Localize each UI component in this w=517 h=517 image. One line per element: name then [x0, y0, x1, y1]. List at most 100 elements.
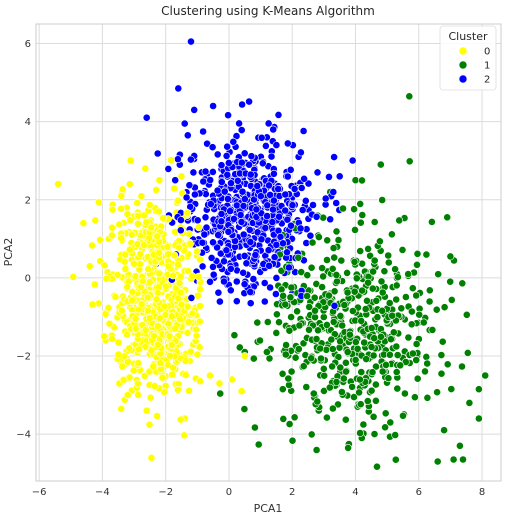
data-point-cluster-2 — [226, 286, 235, 295]
data-point-cluster-0 — [149, 332, 158, 341]
data-point-cluster-1 — [263, 318, 272, 326]
data-point-cluster-1 — [322, 413, 331, 422]
data-point-cluster-1 — [360, 338, 369, 347]
data-point-cluster-2 — [249, 275, 258, 283]
legend-label-2: 2 — [484, 75, 490, 86]
data-point-cluster-2 — [237, 217, 246, 226]
data-point-cluster-0 — [185, 230, 193, 238]
data-point-cluster-0 — [153, 412, 161, 420]
data-point-cluster-2 — [238, 100, 246, 109]
data-point-cluster-1 — [316, 344, 325, 353]
data-point-cluster-2 — [223, 170, 232, 179]
data-point-cluster-2 — [257, 235, 266, 244]
data-point-cluster-1 — [419, 318, 428, 327]
data-point-cluster-1 — [299, 362, 308, 371]
data-point-cluster-1 — [412, 291, 421, 300]
data-point-cluster-0 — [142, 406, 151, 415]
data-point-cluster-0 — [168, 370, 177, 379]
data-point-cluster-1 — [356, 199, 365, 208]
data-point-cluster-0 — [144, 265, 152, 274]
data-point-cluster-2 — [185, 181, 194, 190]
data-point-cluster-1 — [370, 430, 379, 438]
data-point-cluster-1 — [384, 251, 393, 260]
data-point-cluster-2 — [329, 188, 338, 196]
data-point-cluster-1 — [447, 295, 456, 304]
data-point-cluster-1 — [449, 455, 458, 464]
data-point-cluster-1 — [421, 367, 429, 376]
data-point-cluster-2 — [220, 277, 228, 286]
data-point-cluster-1 — [433, 388, 441, 397]
data-point-cluster-2 — [301, 196, 310, 205]
data-point-cluster-0 — [134, 359, 143, 367]
data-point-cluster-1 — [330, 287, 339, 296]
data-point-cluster-1 — [401, 293, 410, 301]
data-point-cluster-2 — [326, 215, 335, 224]
data-point-cluster-0 — [181, 371, 190, 379]
data-point-cluster-0 — [196, 255, 205, 264]
data-point-cluster-2 — [247, 152, 256, 161]
data-point-cluster-0 — [121, 250, 130, 259]
data-point-cluster-1 — [370, 218, 379, 226]
data-point-cluster-2 — [296, 148, 305, 157]
data-point-cluster-2 — [220, 187, 229, 196]
data-point-cluster-1 — [392, 342, 401, 351]
data-point-cluster-1 — [458, 362, 466, 371]
data-point-cluster-1 — [437, 351, 446, 359]
data-point-cluster-0 — [186, 239, 194, 248]
data-point-cluster-0 — [155, 207, 163, 216]
x-tick-label: −4 — [95, 487, 110, 498]
data-point-cluster-1 — [329, 317, 338, 326]
x-axis-ticks: −6 −4 −2 0 2 4 6 8 — [32, 487, 485, 498]
data-point-cluster-0 — [111, 293, 120, 301]
data-point-cluster-2 — [264, 119, 273, 128]
data-point-cluster-1 — [285, 381, 293, 389]
data-point-cluster-2 — [199, 127, 207, 136]
data-point-cluster-2 — [261, 141, 270, 150]
data-point-cluster-0 — [196, 302, 205, 310]
data-point-cluster-0 — [137, 192, 146, 201]
data-point-cluster-2 — [198, 238, 207, 247]
data-point-cluster-1 — [378, 196, 387, 204]
y-tick-label: 4 — [25, 117, 31, 128]
data-point-cluster-0 — [160, 302, 169, 311]
data-point-cluster-2 — [269, 125, 278, 134]
data-point-cluster-2 — [237, 126, 246, 135]
data-point-cluster-1 — [392, 295, 401, 304]
data-point-cluster-1 — [389, 328, 398, 337]
data-point-cluster-0 — [181, 357, 190, 365]
data-point-cluster-0 — [175, 243, 183, 252]
data-point-cluster-1 — [366, 251, 374, 260]
data-point-cluster-2 — [298, 206, 307, 214]
data-point-cluster-0 — [177, 300, 186, 309]
data-point-cluster-2 — [182, 193, 191, 202]
data-point-cluster-1 — [342, 367, 350, 376]
data-point-cluster-1 — [393, 384, 402, 393]
data-point-cluster-1 — [386, 335, 395, 344]
data-point-cluster-0 — [146, 393, 155, 402]
data-point-cluster-2 — [209, 102, 217, 110]
data-point-cluster-2 — [283, 172, 292, 181]
data-point-cluster-1 — [336, 363, 345, 372]
data-point-cluster-1 — [323, 236, 332, 245]
data-point-cluster-1 — [328, 264, 337, 273]
data-point-cluster-0 — [184, 318, 193, 326]
data-point-cluster-1 — [443, 360, 452, 369]
data-point-cluster-1 — [327, 335, 336, 344]
data-point-cluster-1 — [294, 253, 303, 262]
data-point-cluster-1 — [351, 338, 360, 346]
legend-marker-2 — [458, 74, 468, 84]
data-point-cluster-1 — [437, 369, 446, 378]
data-point-cluster-1 — [287, 367, 296, 376]
data-point-cluster-0 — [156, 314, 164, 322]
data-point-cluster-2 — [265, 181, 273, 190]
data-point-cluster-1 — [328, 345, 337, 353]
data-point-cluster-0 — [133, 379, 142, 388]
data-point-cluster-1 — [336, 311, 345, 320]
data-point-cluster-1 — [319, 313, 328, 321]
data-point-cluster-2 — [206, 200, 215, 208]
data-point-cluster-1 — [413, 374, 422, 383]
data-point-cluster-1 — [373, 313, 382, 322]
data-point-cluster-1 — [334, 236, 343, 244]
data-point-cluster-0 — [125, 245, 134, 254]
